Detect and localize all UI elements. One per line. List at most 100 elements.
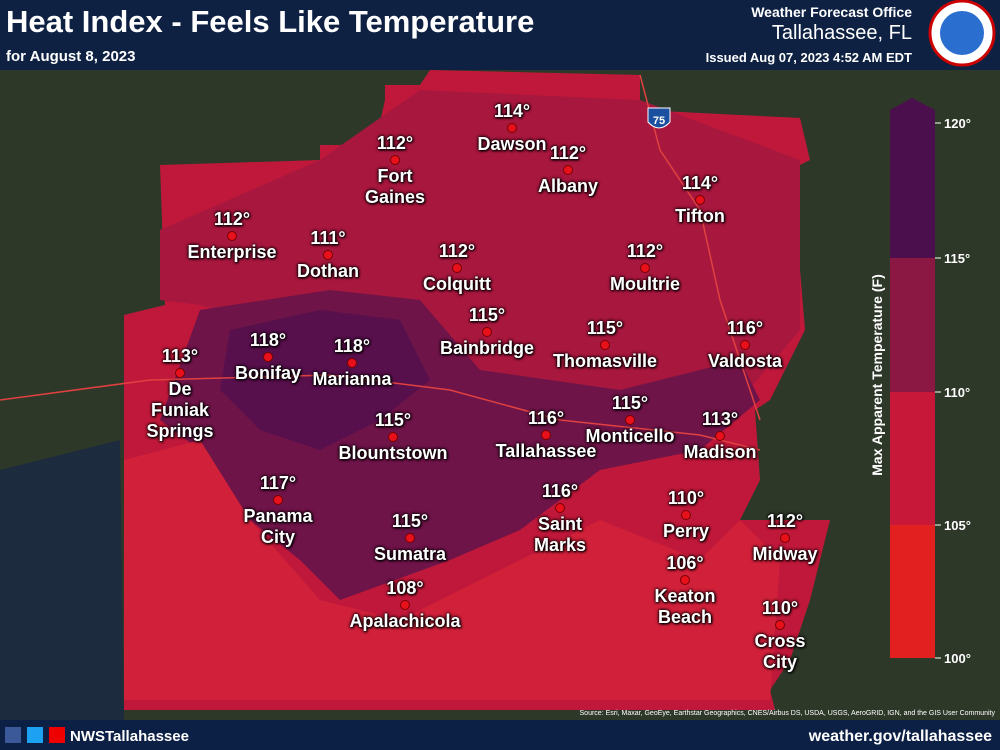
- city-temp: 114°: [681, 173, 719, 193]
- city-name: Apalachicola: [349, 611, 461, 631]
- nws-logo-inner: [940, 11, 984, 55]
- legend-band: [890, 98, 935, 258]
- city-dot: [323, 250, 333, 260]
- city-name: De Funiak Springs: [146, 379, 214, 441]
- city-dot: [263, 352, 273, 362]
- city-temp: 112°: [213, 209, 251, 229]
- city-temp: 116°: [726, 318, 764, 338]
- city-temp: 112°: [549, 143, 587, 163]
- city-temp: 112°: [626, 241, 664, 261]
- zone-hottest: [220, 310, 430, 450]
- city-name: Keaton Beach: [654, 586, 716, 627]
- title: Heat Index - Feels Like Temperature: [6, 4, 535, 39]
- legend-tick-label: 115°: [944, 251, 970, 266]
- legend-tick-label: 100°: [944, 651, 971, 666]
- legend-tick-label: 120°: [944, 116, 971, 131]
- zone-coast: [124, 440, 780, 700]
- city-name: Saint Marks: [533, 514, 587, 555]
- issued: Issued Aug 07, 2023 4:52 AM EDT: [705, 50, 912, 65]
- city-name: Perry: [662, 521, 710, 541]
- city-temp: 106°: [666, 553, 704, 573]
- city-temp: 110°: [761, 598, 799, 618]
- city-temp: 115°: [611, 393, 649, 413]
- city-temp: 108°: [386, 578, 424, 598]
- city-dot: [273, 495, 283, 505]
- city-name: Albany: [537, 176, 599, 196]
- city-dot: [452, 263, 462, 273]
- city-dot: [780, 533, 790, 543]
- city-dot: [541, 430, 551, 440]
- city-dot: [600, 340, 610, 350]
- city-name: Midway: [752, 544, 818, 564]
- city-temp: 112°: [766, 511, 804, 531]
- city-dot: [388, 432, 398, 442]
- legend-tick-label: 110°: [944, 385, 970, 400]
- city-dot: [715, 431, 725, 441]
- header-bar: [0, 0, 1000, 70]
- city-temp: 115°: [468, 305, 506, 325]
- city-dot: [555, 503, 565, 513]
- city-dot: [681, 510, 691, 520]
- city-name: Dawson: [477, 134, 547, 154]
- city-dot: [390, 155, 400, 165]
- city-dot: [482, 327, 492, 337]
- city-name: Madison: [683, 442, 757, 462]
- legend-band: [890, 525, 935, 658]
- social-handle[interactable]: NWSTallahassee: [70, 728, 189, 745]
- city-name: Bonifay: [234, 363, 302, 383]
- source-text: Source: Esri, Maxar, GeoEye, Earthstar G…: [580, 710, 996, 717]
- city-dot: [680, 575, 690, 585]
- city-dot: [775, 620, 785, 630]
- twitter-icon[interactable]: [27, 727, 43, 743]
- city-name: Enterprise: [187, 242, 277, 262]
- city-name: Bainbridge: [439, 338, 535, 358]
- location: Tallahassee, FL: [771, 22, 912, 44]
- city-name: Colquitt: [423, 274, 491, 294]
- legend-title: Max Apparent Temperature (F): [869, 274, 885, 475]
- city-temp: 115°: [586, 318, 624, 338]
- city-temp: 112°: [376, 133, 414, 153]
- city-temp: 115°: [391, 511, 429, 531]
- city-name: Thomasville: [552, 351, 658, 371]
- legend-band: [890, 258, 935, 392]
- city-dot: [405, 533, 415, 543]
- city-dot: [175, 368, 185, 378]
- city-name: Monticello: [585, 426, 675, 446]
- office: Weather Forecast Office: [751, 4, 912, 20]
- city-dot: [227, 231, 237, 241]
- city-name: Cross City: [754, 631, 806, 672]
- city-temp: 116°: [541, 481, 579, 501]
- city-temp: 118°: [249, 330, 287, 350]
- legend-band: [890, 392, 935, 525]
- facebook-icon[interactable]: [5, 727, 21, 743]
- city-dot: [507, 123, 517, 133]
- city-name: Tifton: [675, 206, 725, 226]
- website-link[interactable]: weather.gov/tallahassee: [808, 728, 992, 745]
- city-dot: [740, 340, 750, 350]
- interstate-10: [0, 374, 761, 451]
- city-temp: 113°: [701, 409, 739, 429]
- subtitle: for August 8, 2023: [6, 48, 136, 65]
- city-dot: [563, 165, 573, 175]
- legend-tick-label: 105°: [944, 518, 971, 533]
- city-name: Dothan: [297, 261, 359, 281]
- city-temp: 118°: [333, 336, 371, 356]
- city-dot: [400, 600, 410, 610]
- city-dot: [347, 358, 357, 368]
- city-dot: [625, 415, 635, 425]
- city-dot: [640, 263, 650, 273]
- city-dot: [695, 195, 705, 205]
- interstate-shield: [647, 107, 671, 129]
- city-temp: 110°: [667, 488, 705, 508]
- city-name: Marianna: [312, 369, 392, 389]
- city-temp: 111°: [310, 228, 346, 248]
- city-temp: 114°: [493, 101, 531, 121]
- footer-bar: [0, 720, 1000, 750]
- youtube-icon[interactable]: [49, 727, 65, 743]
- city-temp: 113°: [161, 346, 199, 366]
- city-temp: 116°: [527, 408, 565, 428]
- city-name: Panama City: [243, 506, 313, 547]
- city-temp: 115°: [374, 410, 412, 430]
